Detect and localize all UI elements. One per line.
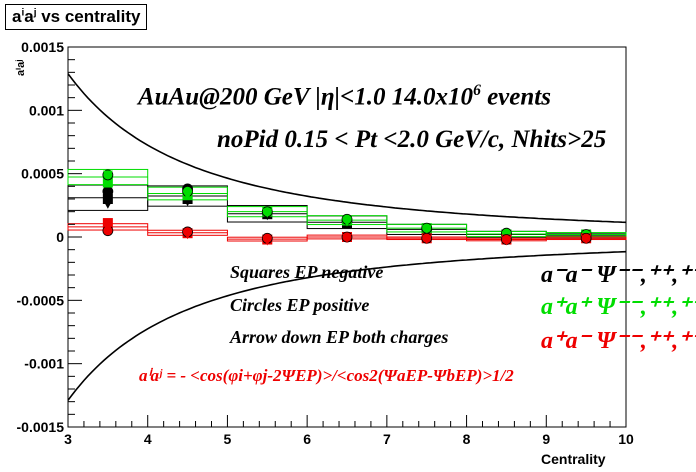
data-markers — [102, 169, 592, 246]
arrow-marker — [102, 199, 113, 209]
arrow-marker — [262, 236, 273, 246]
arrow-marker — [421, 235, 432, 245]
annotation-arrows: Arrow down EP both charges — [230, 327, 449, 347]
x-tick-label: 4 — [144, 431, 152, 447]
chart-title: aiaj vs centrality — [5, 4, 148, 30]
arrow-marker — [102, 170, 113, 180]
y-axis-label: aⁱaʲ — [15, 59, 27, 76]
x-tick-label: 3 — [64, 431, 72, 447]
arrow-marker — [182, 230, 193, 240]
circle-marker — [102, 185, 114, 197]
arrow-marker — [421, 225, 432, 235]
x-tick-label: 7 — [383, 431, 391, 447]
legend-entry-green: a⁺a⁺ Ψ⁻⁻,⁺⁺,⁺⁻ — [541, 294, 696, 320]
square-marker — [102, 177, 113, 188]
legend-entry-red: a⁺a⁻ Ψ⁻⁻,⁺⁺,⁺⁻ — [541, 328, 696, 354]
y-axis-ticks: -0.0015 -0.001 -0.0005 0 0.0005 0.001 0.0015 — [17, 39, 82, 435]
x-tick-label: 6 — [303, 431, 311, 447]
x-tick-label: 5 — [224, 431, 232, 447]
arrow-marker — [501, 236, 512, 246]
curve-upper — [67, 73, 627, 224]
x-tick-label: 10 — [618, 431, 634, 447]
annotation-circles: Circles EP positive — [230, 295, 370, 315]
y-tick-label: 0.001 — [29, 102, 64, 118]
x-axis-label: Centrality — [541, 451, 606, 467]
x-axis-ticks: 3 4 5 6 7 8 9 10 — [64, 415, 634, 447]
y-tick-label: -0.0015 — [17, 419, 65, 435]
y-tick-label: 0.0015 — [21, 39, 64, 55]
annotation-formula: aⁱaʲ = - <cos(φi+φj-2ΨEP)>/<cos2(ΨaEP-Ψb… — [139, 366, 514, 385]
legend-entry-black: a⁻a⁻ Ψ⁻⁻,⁺⁺,⁺⁻ — [541, 262, 696, 288]
arrow-marker — [182, 190, 193, 200]
x-tick-label: 8 — [463, 431, 471, 447]
reference-curves — [67, 73, 627, 401]
annotation-cuts: noPid 0.15 < Pt <2.0 GeV/c, Nhits>25 — [217, 126, 607, 153]
annotation-dataset: AuAu@200 GeV |η|<1.0 14.0x106 events — [138, 82, 551, 111]
y-tick-label: 0.0005 — [21, 166, 64, 182]
square-marker — [102, 194, 113, 204]
arrow-marker — [581, 235, 592, 245]
y-tick-label: 0 — [56, 229, 64, 245]
arrow-marker — [342, 217, 352, 227]
x-tick-label: 9 — [542, 431, 550, 447]
error-bands — [67, 168, 627, 242]
square-marker — [102, 218, 113, 229]
arrow-marker — [342, 234, 352, 243]
annotation-squares: Squares EP negative — [230, 262, 384, 282]
y-tick-label: -0.0005 — [17, 292, 65, 308]
curve-lower — [67, 250, 627, 401]
y-tick-label: -0.001 — [24, 356, 64, 372]
arrow-marker — [102, 223, 113, 233]
arrow-marker — [262, 208, 273, 218]
